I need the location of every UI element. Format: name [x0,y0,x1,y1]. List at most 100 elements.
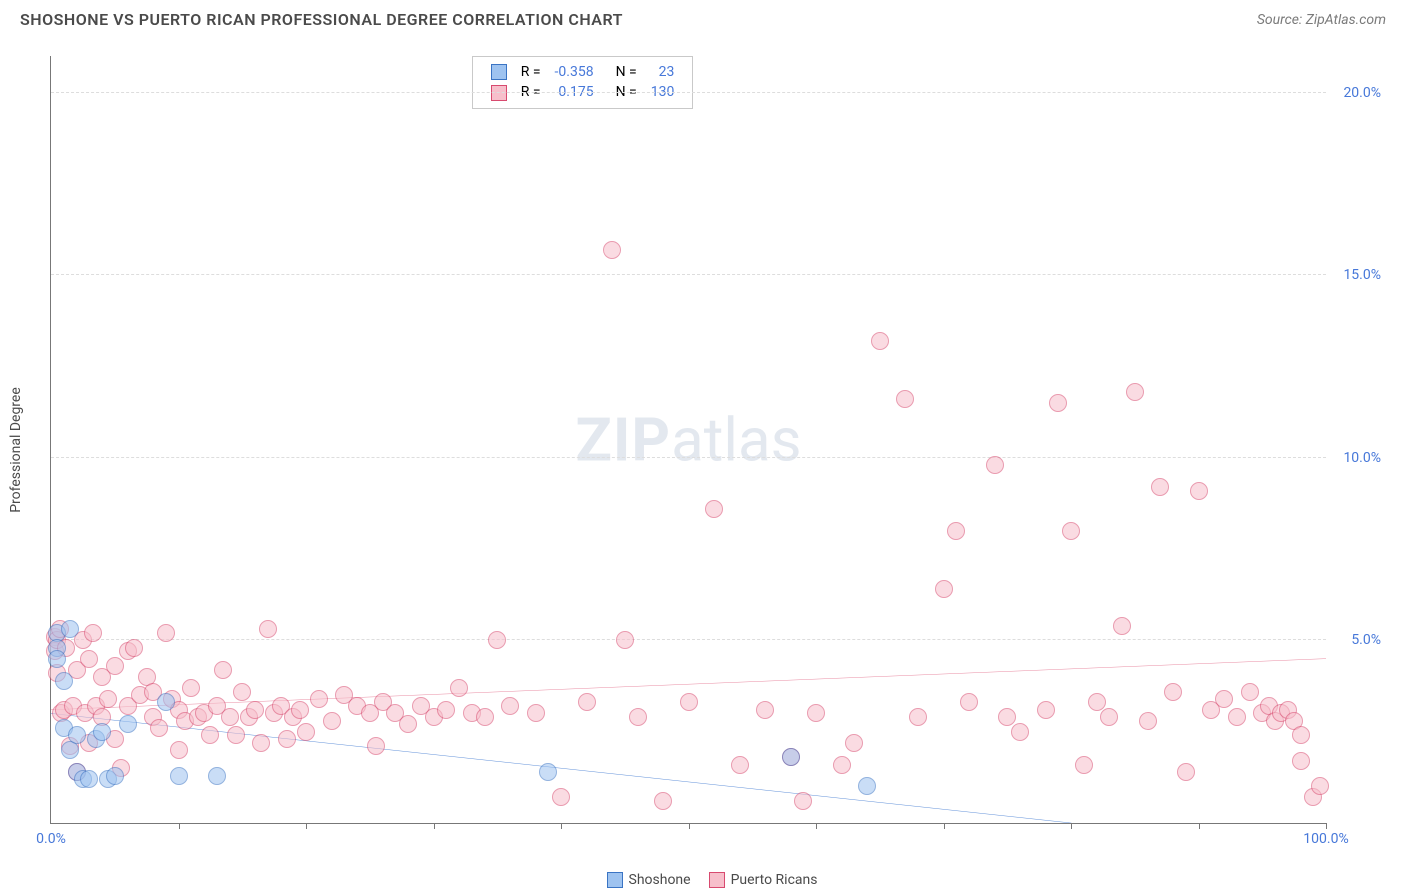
data-point [310,690,328,708]
data-point [227,726,245,744]
legend-swatch [607,872,623,888]
data-point [1215,690,1233,708]
data-point [323,712,341,730]
gridline-h [51,457,1326,458]
data-point [858,777,876,795]
data-point [1088,693,1106,711]
data-point [629,708,647,726]
data-point [208,767,226,785]
data-point [1228,708,1246,726]
correlation-stats-box: R =-0.358N =23R =0.175N =130 [472,56,694,109]
data-point [106,657,124,675]
data-point [93,723,111,741]
data-point [125,639,143,657]
x-tick [434,823,435,829]
x-tick-label: 100.0% [1303,831,1348,847]
stats-r-value: -0.358 [549,63,600,81]
data-point [297,723,315,741]
x-tick [689,823,690,829]
data-point [731,756,749,774]
data-point [399,715,417,733]
data-point [578,693,596,711]
data-point [1164,683,1182,701]
plot-area: ZIPatlas R =-0.358N =23R =0.175N =130 5.… [50,56,1326,824]
data-point [476,708,494,726]
chart-container: Professional Degree ZIPatlas R =-0.358N … [50,56,1386,844]
data-point [833,756,851,774]
y-axis-label: Professional Degree [8,387,24,513]
x-tick [1326,823,1327,829]
x-tick [179,823,180,829]
data-point [845,734,863,752]
watermark: ZIPatlas [575,404,801,475]
data-point [1190,482,1208,500]
y-tick-label: 15.0% [1343,267,1381,283]
data-point [201,726,219,744]
data-point [291,701,309,719]
data-point [1292,726,1310,744]
legend-label: Shoshone [629,872,691,888]
data-point [782,748,800,766]
data-point [246,701,264,719]
data-point [603,241,621,259]
data-point [539,763,557,781]
data-point [488,631,506,649]
data-point [807,704,825,722]
data-point [119,715,137,733]
data-point [259,620,277,638]
chart-source: Source: ZipAtlas.com [1257,12,1386,28]
data-point [80,770,98,788]
data-point [1292,752,1310,770]
data-point [1139,712,1157,730]
gridline-h [51,92,1326,93]
data-point [935,580,953,598]
stats-n-label: N = [602,63,643,81]
data-point [84,624,102,642]
legend-swatch [709,872,725,888]
data-point [80,650,98,668]
data-point [1062,522,1080,540]
data-point [1113,617,1131,635]
chart-title: SHOSHONE VS PUERTO RICAN PROFESSIONAL DE… [20,10,623,29]
legend: ShoshonePuerto Ricans [0,872,1406,888]
data-point [1075,756,1093,774]
chart-header: SHOSHONE VS PUERTO RICAN PROFESSIONAL DE… [0,0,1406,35]
data-point [252,734,270,752]
stats-r-label: R = [515,63,547,81]
data-point [68,726,86,744]
legend-swatch [491,85,507,101]
data-point [896,390,914,408]
data-point [1241,683,1259,701]
data-point [278,730,296,748]
gridline-h [51,639,1326,640]
data-point [61,620,79,638]
y-tick-label: 5.0% [1351,632,1381,648]
data-point [1100,708,1118,726]
data-point [998,708,1016,726]
data-point [986,456,1004,474]
data-point [48,650,66,668]
x-tick [944,823,945,829]
data-point [527,704,545,722]
x-tick-label: 0.0% [36,831,66,847]
data-point [150,719,168,737]
data-point [871,332,889,350]
data-point [616,631,634,649]
data-point [654,792,672,810]
data-point [214,661,232,679]
gridline-h [51,274,1326,275]
x-tick [816,823,817,829]
data-point [99,690,117,708]
data-point [960,693,978,711]
x-tick [1071,823,1072,829]
watermark-bold: ZIP [575,404,671,475]
data-point [1011,723,1029,741]
data-point [450,679,468,697]
data-point [909,708,927,726]
data-point [947,522,965,540]
data-point [157,624,175,642]
data-point [501,697,519,715]
x-tick [561,823,562,829]
stats-n-value: 23 [645,63,681,81]
watermark-light: atlas [671,404,801,475]
